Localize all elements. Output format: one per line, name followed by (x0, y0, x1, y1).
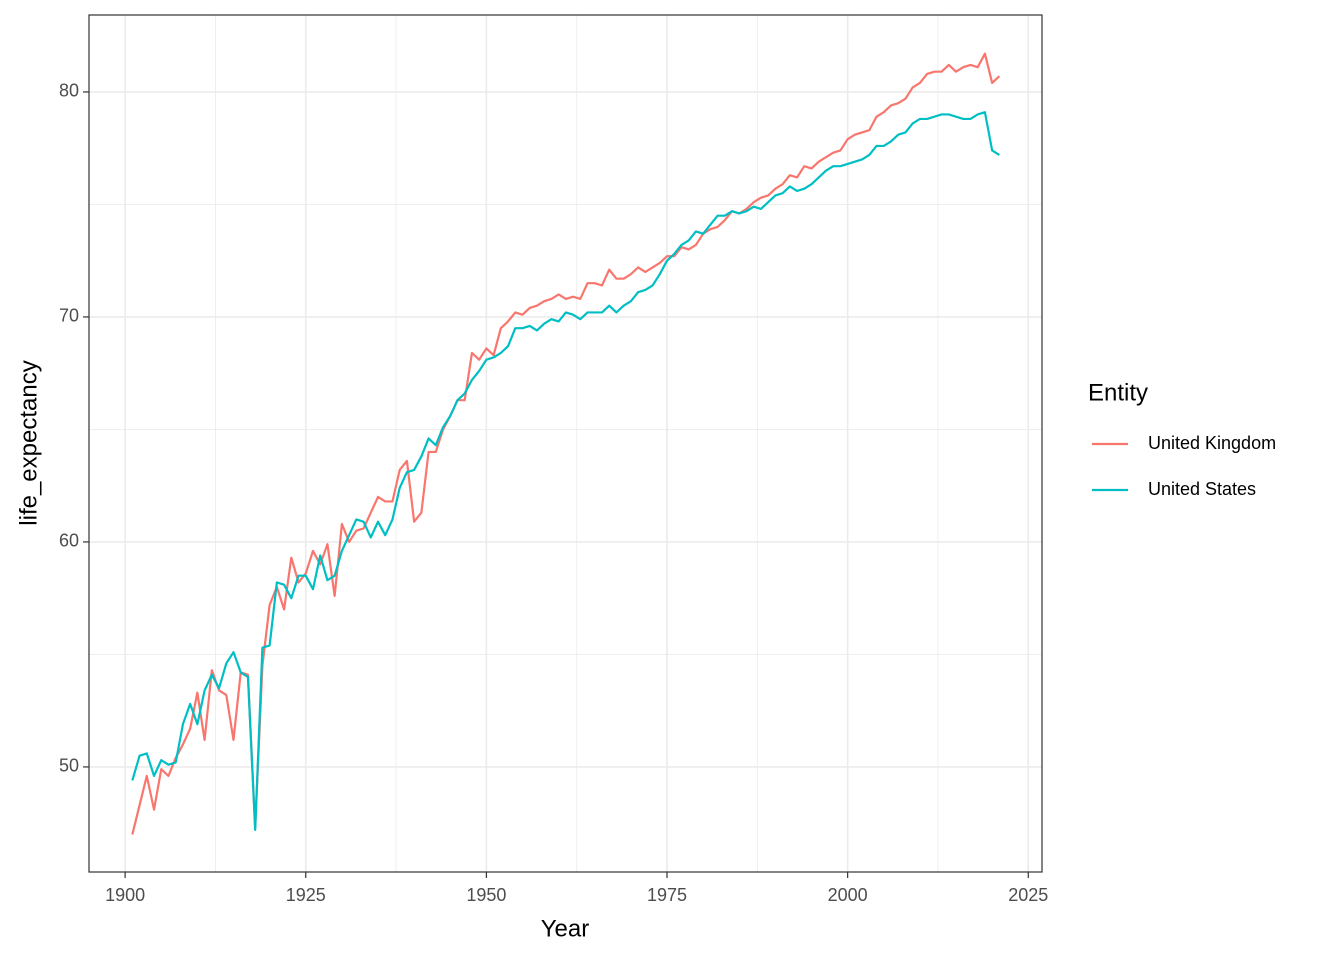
y-axis-title: life_expectancy (15, 360, 42, 525)
y-tick-label: 80 (59, 81, 79, 101)
x-tick-label: 2000 (828, 885, 868, 905)
x-tick-label: 1900 (105, 885, 145, 905)
panel-border (88, 14, 1043, 873)
x-tick-label: 2025 (1008, 885, 1048, 905)
x-tick-label: 1950 (466, 885, 506, 905)
y-tick-label: 50 (59, 756, 79, 776)
legend-label: United States (1148, 479, 1256, 499)
legend-label: United Kingdom (1148, 433, 1276, 453)
x-tick-label: 1925 (286, 885, 326, 905)
legend-title: Entity (1088, 379, 1148, 406)
x-axis-title: Year (541, 915, 590, 942)
line (131, 111, 1000, 832)
y-tick-label: 60 (59, 531, 79, 551)
x-tick-label: 1975 (647, 885, 687, 905)
y-tick-label: 70 (59, 306, 79, 326)
